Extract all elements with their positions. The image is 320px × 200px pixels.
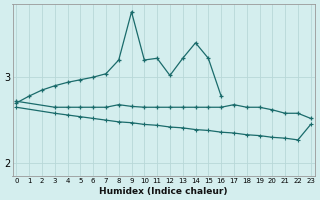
X-axis label: Humidex (Indice chaleur): Humidex (Indice chaleur): [99, 187, 228, 196]
